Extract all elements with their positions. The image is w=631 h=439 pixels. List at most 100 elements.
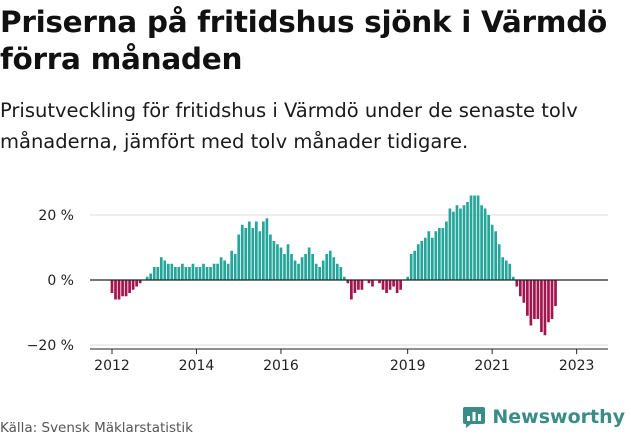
- bar: [212, 263, 216, 280]
- bar: [518, 280, 522, 297]
- bar: [325, 254, 329, 280]
- bar: [511, 276, 515, 280]
- bar: [216, 263, 219, 280]
- bar: [276, 244, 279, 280]
- bar: [332, 257, 336, 280]
- bar: [138, 280, 142, 284]
- bar: [427, 231, 431, 280]
- bar: [469, 195, 473, 280]
- bar: [174, 267, 177, 280]
- bar: [209, 267, 212, 280]
- bar: [307, 247, 311, 280]
- bar: [117, 280, 121, 300]
- bar: [297, 263, 300, 280]
- x-tick-label: 2014: [179, 358, 215, 374]
- bar: [459, 208, 462, 280]
- bar: [272, 241, 276, 280]
- bar: [262, 221, 265, 280]
- bar: [430, 237, 434, 280]
- bar: [328, 250, 332, 280]
- source-note: Källa: Svensk Mäklarstatistik: [0, 420, 193, 436]
- bar: [371, 280, 374, 287]
- bar: [388, 280, 392, 290]
- bar: [409, 254, 413, 280]
- bar-chart: 20 % 0 % −20 % 2012 2014 2016 2019 2021 2023 −8 %: [27, 190, 628, 374]
- y-tick-label: 0 %: [47, 273, 74, 289]
- newsworthy-icon: [463, 407, 486, 428]
- bar: [434, 231, 438, 280]
- bar: [540, 280, 543, 332]
- bar: [233, 254, 237, 280]
- bar: [378, 280, 381, 284]
- bar: [487, 215, 490, 280]
- bar: [237, 234, 241, 280]
- bar: [346, 280, 350, 284]
- bar: [413, 250, 417, 280]
- bar: [406, 276, 410, 280]
- bar: [526, 280, 529, 316]
- bar: [501, 257, 505, 280]
- bar: [135, 280, 138, 287]
- bar: [448, 208, 452, 280]
- bar: [490, 224, 494, 280]
- x-tick-label: 2021: [474, 358, 510, 374]
- bar: [314, 263, 318, 280]
- bar: [476, 195, 480, 280]
- bar: [480, 205, 483, 280]
- bar: [247, 221, 251, 280]
- bar: [226, 263, 230, 280]
- x-tick-label: 2023: [559, 358, 595, 374]
- bar: [335, 263, 339, 280]
- bar: [244, 228, 248, 280]
- brand-name: Newsworthy: [492, 406, 625, 428]
- bar: [159, 257, 163, 280]
- bar: [353, 280, 357, 293]
- brand-logo: Newsworthy: [462, 405, 625, 429]
- bar: [219, 257, 223, 280]
- bar: [350, 280, 353, 300]
- bar: [251, 228, 255, 280]
- bar: [145, 276, 149, 280]
- bar: [547, 280, 550, 323]
- bar: [438, 228, 441, 280]
- bar: [279, 247, 283, 280]
- bar: [357, 280, 360, 290]
- bar: [504, 260, 508, 280]
- bar: [304, 254, 307, 280]
- bar: [529, 280, 533, 326]
- bar: [311, 254, 314, 280]
- bar: [177, 267, 181, 280]
- bar: [522, 280, 526, 303]
- bar: [462, 205, 466, 280]
- bar: [265, 218, 269, 280]
- bar: [367, 280, 371, 284]
- bar: [290, 254, 293, 280]
- bar: [466, 202, 469, 280]
- bar: [543, 280, 547, 336]
- bar: [191, 263, 195, 280]
- bar: [223, 260, 226, 280]
- y-tick-label: 20 %: [38, 208, 74, 224]
- bar: [494, 231, 498, 280]
- bar: [381, 280, 385, 290]
- bar: [473, 195, 476, 280]
- bar: [441, 228, 445, 280]
- chart-subtitle: Prisutveckling för fritidshus i Värmdö u…: [0, 99, 578, 153]
- bar: [152, 267, 156, 280]
- bar: [550, 280, 554, 319]
- bar: [128, 280, 131, 293]
- bar: [385, 280, 388, 293]
- bar: [202, 263, 205, 280]
- bar: [300, 257, 304, 280]
- bar: [533, 280, 536, 319]
- x-tick-label: 2019: [390, 358, 426, 374]
- bar: [121, 280, 124, 297]
- bar: [483, 208, 487, 280]
- bar: [254, 221, 258, 280]
- x-tick-label: 2016: [263, 358, 299, 374]
- bar: [184, 267, 188, 280]
- bar: [416, 244, 420, 280]
- bar: [497, 244, 501, 280]
- bar: [399, 280, 402, 290]
- bar: [149, 273, 153, 280]
